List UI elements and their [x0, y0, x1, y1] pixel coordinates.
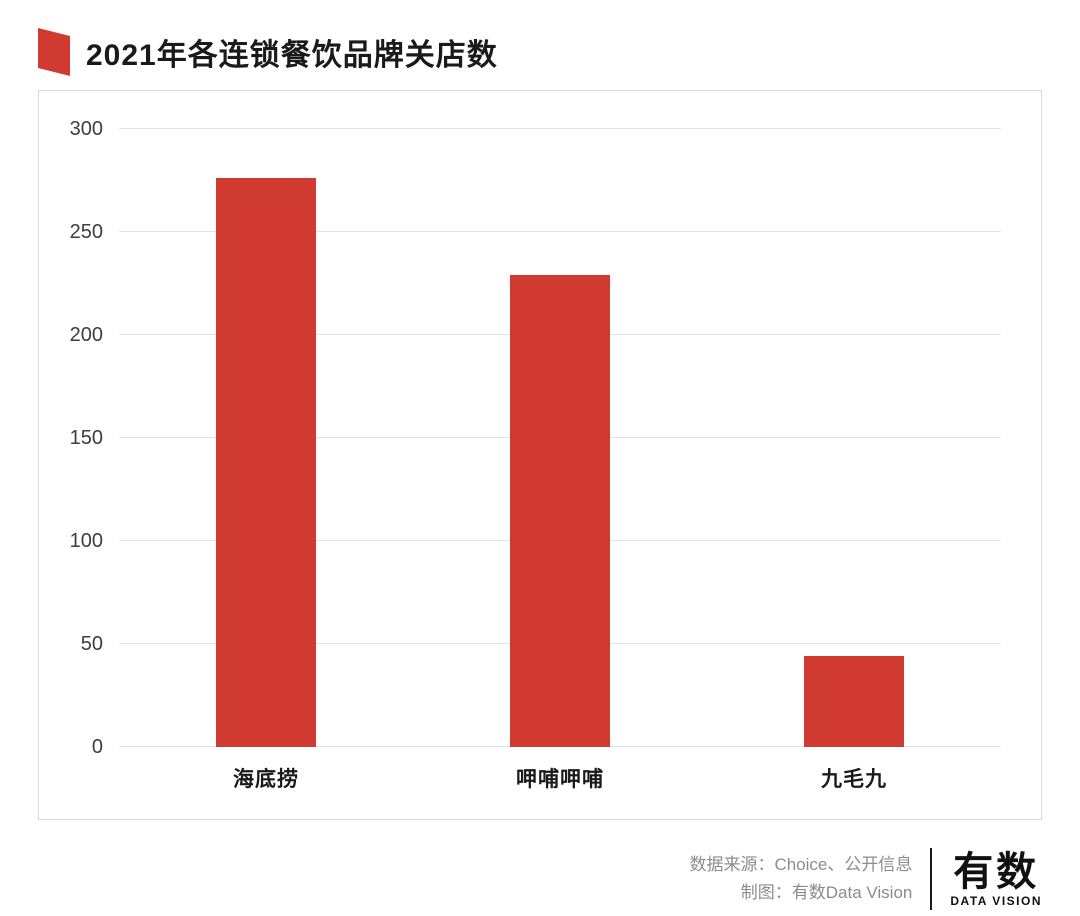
y-tick-label: 200: [69, 324, 103, 347]
category-label: 海底捞: [233, 768, 299, 791]
page-title: 2021年各连锁餐饮品牌关店数: [86, 39, 498, 72]
y-tick-label: 0: [91, 736, 103, 758]
footer: 数据来源：Choice、公开信息 制图：有数Data Vision 有数 DAT…: [689, 848, 1042, 910]
bar: [216, 178, 316, 747]
y-tick-label: 100: [69, 530, 103, 553]
bar-column: 海底捞: [119, 129, 413, 791]
footer-divider: [930, 848, 933, 910]
y-tick-label: 250: [69, 221, 103, 243]
brand-logo: 有数 DATA VISION: [950, 850, 1042, 908]
plot-area: 0 50 100 150 200 250 300 海底捞 呷哺呷哺 九毛九: [70, 118, 1001, 791]
brand-logo-cn: 有数: [953, 850, 1040, 894]
source-lines: 数据来源：Choice、公开信息 制图：有数Data Vision: [689, 851, 912, 907]
bar: [510, 275, 610, 747]
credit-text: 制图：有数Data Vision: [740, 883, 913, 902]
gridline: [119, 231, 1001, 232]
data-source-text: 数据来源：Choice、公开信息: [689, 855, 913, 874]
red-flag-icon: [38, 28, 70, 76]
chart-header: 2021年各连锁餐饮品牌关店数: [38, 28, 498, 76]
category-label: 九毛九: [821, 768, 887, 791]
category-label: 呷哺呷哺: [516, 768, 604, 791]
y-tick-label: 50: [80, 633, 103, 656]
brand-logo-en: DATA VISION: [950, 894, 1042, 908]
y-tick-label: 300: [69, 118, 103, 140]
bar: [804, 656, 904, 747]
bar-column: 呷哺呷哺: [413, 129, 707, 791]
chart-panel: 0 50 100 150 200 250 300 海底捞 呷哺呷哺 九毛九: [38, 90, 1042, 820]
y-tick-label: 150: [69, 427, 103, 449]
gridline: [119, 128, 1001, 129]
bar-column: 九毛九: [707, 129, 1001, 791]
bars: 海底捞 呷哺呷哺 九毛九: [119, 129, 1001, 791]
